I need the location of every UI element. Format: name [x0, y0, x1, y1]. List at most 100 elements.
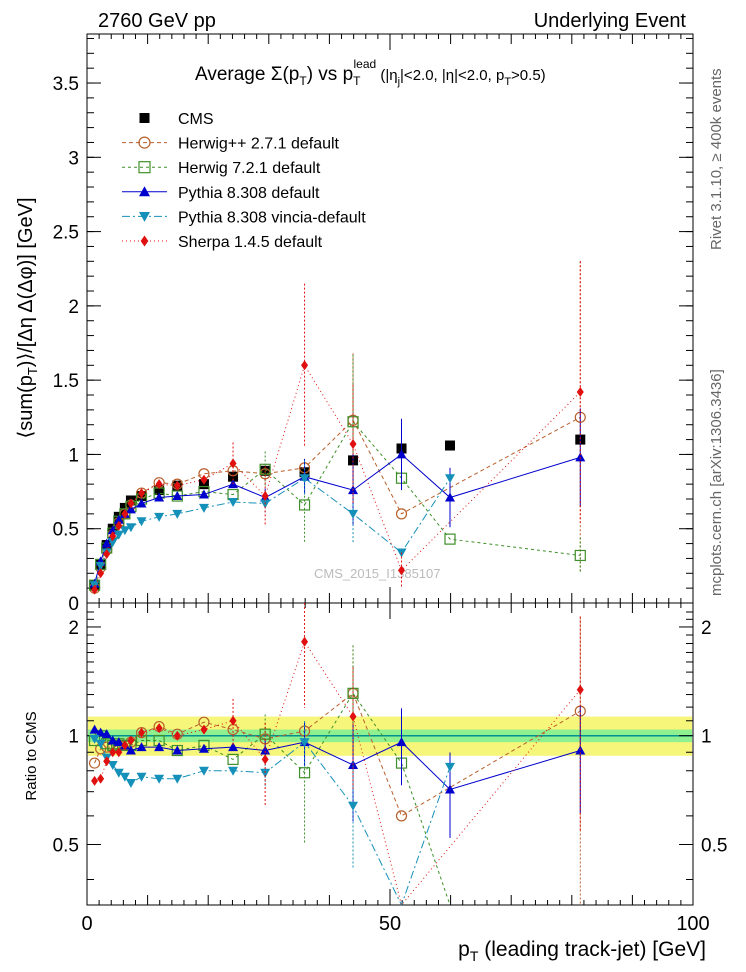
data-point	[91, 584, 99, 595]
ratio-point	[348, 801, 359, 811]
data-point	[119, 526, 130, 536]
ratio-y-tick-label-left: 0.5	[53, 835, 79, 856]
data-point	[154, 485, 165, 496]
data-point	[228, 497, 239, 507]
legend-label: Herwig 7.2.1 default	[178, 160, 321, 177]
data-point	[396, 449, 407, 459]
legend-marker	[139, 212, 150, 222]
legend-marker	[139, 113, 150, 123]
ratio-point	[113, 737, 124, 747]
data-point	[200, 474, 208, 485]
ratio-y-tick-label-right: 2	[701, 618, 712, 639]
data-point	[125, 504, 136, 514]
data-point	[101, 538, 112, 548]
ratio-point	[395, 810, 408, 822]
data-point	[444, 492, 455, 502]
main-y-tick-label: 1.5	[53, 371, 79, 392]
data-point	[229, 458, 237, 469]
legend-marker	[139, 186, 150, 197]
ratio-point	[229, 715, 237, 726]
series-1	[88, 261, 586, 594]
ratio-panel: 0.5 0.5 1 1 2 2 0 50 100 Ratio to CMS pT (leadin…	[23, 602, 727, 964]
side-label-events: Rivet 3.1.10, ≥ 400k events	[708, 68, 725, 250]
data-point	[138, 488, 146, 499]
data-point	[576, 387, 584, 398]
ratio-point	[113, 768, 124, 778]
header-left: 2760 GeV pp	[98, 10, 216, 32]
ratio-point	[172, 774, 183, 784]
data-point	[172, 491, 183, 501]
ratio-point	[125, 778, 136, 788]
ratio-point	[88, 757, 101, 769]
data-point	[444, 440, 455, 451]
legend: CMS Herwig++ 2.7.1 default Herwig 7.2.1 de…	[122, 111, 366, 251]
ratio-point	[298, 767, 311, 779]
ratio-point	[121, 740, 129, 751]
ratio-y-tick-label-right: 0.5	[701, 835, 727, 856]
data-point	[115, 520, 123, 531]
ratio-point	[200, 724, 208, 735]
ratio-point	[173, 730, 181, 741]
ratio-point	[107, 760, 118, 770]
legend-label: Pythia 8.308 vincia-default	[178, 209, 366, 226]
main-y-tick-label: 1	[68, 445, 79, 466]
legend-label: Herwig++ 2.7.1 default	[178, 136, 340, 153]
ratio-point	[155, 723, 163, 734]
ratio-point	[95, 739, 106, 749]
series-line	[94, 420, 581, 586]
ratio-point	[95, 727, 106, 737]
data-point	[261, 491, 269, 502]
ratio-y-tick-label-right: 1	[701, 727, 712, 748]
ratio-point	[228, 766, 239, 776]
ratio-line	[94, 640, 581, 907]
side-label-site: mcplots.cern.ch [arXiv:1306.3436]	[708, 369, 725, 596]
data-point	[154, 492, 165, 502]
ratio-point	[154, 774, 165, 784]
ratio-point	[576, 684, 584, 695]
main-y-tick-label: 0.5	[53, 520, 79, 541]
main-y-tick-label: 2	[68, 297, 79, 318]
main-panel: 0 0.5 1 1.5 2 2.5 3 3.5 CMS_2015_I1385107 Avera…	[15, 33, 694, 615]
legend-marker	[138, 161, 151, 174]
ratio-point	[154, 742, 165, 752]
data-point	[349, 439, 357, 450]
series-4	[89, 460, 455, 591]
legend-label: Sherpa 1.4.5 default	[178, 234, 323, 251]
ratio-point	[103, 756, 111, 767]
data-point	[198, 489, 209, 499]
ratio-line	[94, 738, 451, 907]
ratio-point	[115, 747, 123, 758]
ratio-point	[109, 747, 117, 758]
series-5	[91, 261, 584, 595]
data-point	[95, 561, 106, 571]
ratio-point	[136, 772, 147, 782]
chart-title: Average Σ(pT) vs pTlead (|ηj|<2.0, |η|<2…	[195, 57, 546, 88]
header-right: Underlying Event	[534, 10, 687, 32]
data-point	[395, 508, 408, 520]
ratio-point	[119, 772, 130, 782]
legend-marker	[140, 235, 149, 247]
ratio-point	[227, 753, 239, 765]
data-point	[173, 480, 181, 491]
data-point	[109, 531, 117, 542]
data-point	[136, 517, 147, 527]
ratio-point	[136, 742, 147, 752]
ratio-series-4	[91, 603, 584, 907]
ratio-series	[88, 603, 586, 907]
x-axis-label: pT (leading track-jet) [GeV]	[458, 938, 706, 964]
ratio-axes: 0.5 0.5 1 1 2 2 0 50 100	[53, 603, 727, 935]
data-point	[198, 503, 209, 513]
ratio-point	[444, 762, 455, 772]
ratio-point	[396, 737, 407, 747]
ratio-point	[301, 636, 309, 647]
ratio-point	[299, 738, 310, 748]
data-point	[575, 452, 586, 462]
ratio-point	[127, 735, 135, 746]
data-point	[172, 509, 183, 519]
data-point	[574, 549, 586, 562]
series-line	[94, 453, 581, 584]
ratio-y-axis-label: Ratio to CMS	[23, 711, 40, 800]
data-point	[444, 533, 456, 545]
data-point	[228, 471, 239, 482]
series-line	[94, 364, 581, 590]
